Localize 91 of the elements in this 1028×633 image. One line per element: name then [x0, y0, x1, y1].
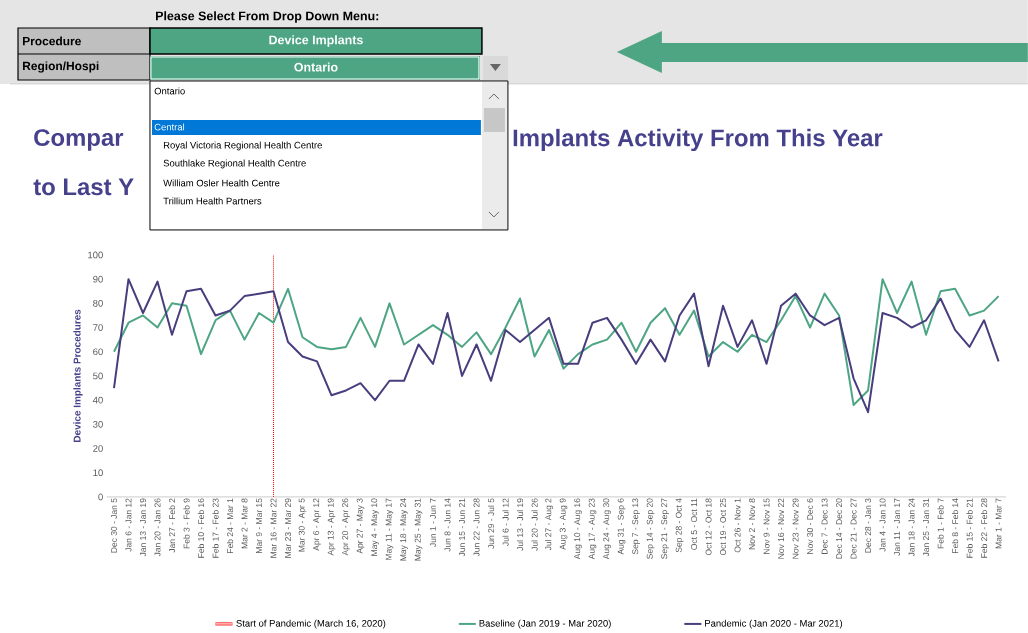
x-tick-label: Nov 2 - Nov 8: [749, 498, 756, 550]
x-tick-label: Nov 30 - Dec 6: [807, 498, 814, 554]
x-tick-label: Dec 21 - Dec 27: [850, 498, 857, 559]
x-tick-label: Jun 8 - Jun 14: [444, 498, 451, 552]
text: Device Implants: [269, 35, 363, 47]
x-tick-label: Mar 2 - Mar 8: [241, 498, 248, 549]
x-tick-label: Oct 12 - Oct 18: [705, 498, 712, 556]
x-tick-label: Dec 28 - Jan 3: [865, 498, 872, 553]
x-tick-label: Apr 6 - Apr 12: [313, 498, 321, 551]
x-tick-label: Jul 20 - Jul 26: [531, 498, 538, 551]
x-tick-label: Jan 4 - Jan 10: [879, 498, 886, 552]
x-tick-label: Sep 7 - Sep 13: [632, 498, 640, 555]
x-tick-label: Mar 30 - Apr 5: [298, 498, 307, 552]
x-tick-label: Aug 24 - Aug 30: [603, 498, 611, 560]
x-tick-label: Oct 19 - Oct 25: [720, 498, 727, 556]
x-tick-label: Aug 17 - Aug 23: [588, 498, 597, 560]
x-tick-label: Apr 20 - Apr 26: [342, 498, 350, 556]
text: Implants Activity From This Year: [513, 128, 883, 152]
y-tick-label: 60: [93, 348, 103, 356]
y-tick-label: 0: [98, 493, 103, 501]
text: William Osler Health Centre: [163, 179, 280, 187]
x-tick-label: Nov 23 - Nov 29: [792, 498, 799, 559]
x-tick-label: Jun 1 - Jun 7: [430, 498, 436, 547]
text: Compar: [34, 129, 124, 151]
text: to Last Y: [33, 178, 134, 196]
y-tick-label: 100: [88, 251, 103, 259]
y-axis-title: Device Implants Procedures: [73, 309, 83, 443]
text: Ontario: [294, 62, 338, 72]
x-tick-label: Sep 28 - Oct 4: [675, 498, 684, 553]
x-tick-label: Dec 7 - Dec 13: [821, 498, 828, 554]
x-tick-label: May 25 - May 31: [414, 498, 423, 561]
x-tick-label: Sep 21 - Sep 27: [661, 498, 669, 559]
x-tick-label: Jan 18 - Jan 24: [908, 498, 915, 557]
x-tick-label: Jan 25 - Jan 31: [923, 498, 930, 557]
x-tick-label: Feb 10 - Feb 16: [197, 498, 205, 558]
x-tick-label: Aug 31 - Sep 6: [617, 498, 626, 555]
text: Trillium Health Partners: [163, 197, 262, 205]
x-tick-label: Mar 23 - Mar 29: [285, 498, 291, 558]
text: Region/Hospi: [23, 61, 99, 73]
x-tick-label: Nov 16 - Nov 22: [778, 498, 785, 559]
text: Southlake Regional Health Centre: [163, 159, 306, 169]
x-tick-label: Feb 3 - Feb 9: [183, 498, 190, 549]
x-tick-label: Jan 13 - Jan 19: [140, 498, 146, 557]
x-tick-label: May 18 - May 24: [400, 498, 408, 561]
y-tick-label: 20: [93, 445, 103, 452]
x-tick-label: Jul 13 - Jul 19: [516, 498, 524, 551]
x-tick-label: Dec 14 - Dec 20: [836, 498, 843, 559]
text: Central: [154, 123, 185, 131]
x-tick-label: Oct 26 - Nov 1: [734, 498, 741, 553]
x-tick-label: Jun 15 - Jun 21: [459, 498, 466, 557]
y-tick-label: 30: [93, 421, 103, 428]
x-tick-label: Jun 29 - Jul 5: [487, 498, 495, 549]
y-tick-label: 10: [93, 469, 103, 477]
x-tick-label: Apr 27 - May 3: [356, 498, 365, 554]
y-tick-label: 40: [92, 396, 103, 404]
legend-label: Start of Pandemic (March 16, 2020): [236, 619, 386, 629]
x-tick-label: Feb 8 - Feb 14: [951, 498, 959, 554]
x-tick-label: Oct 5 - Oct 11: [691, 498, 698, 550]
x-tick-label: Jul 6 - Jul 12: [502, 498, 509, 547]
x-tick-label: Jan 11 - Jan 17: [894, 498, 901, 556]
y-tick-label: 80: [93, 300, 103, 307]
x-tick-label: Feb 15 - Feb 21: [966, 498, 973, 558]
x-tick-label: Mar 9 - Mar 15: [256, 498, 262, 553]
x-tick-label: Aug 10 - Aug 16: [574, 498, 582, 560]
x-tick-label: Feb 17 - Feb 23: [212, 498, 219, 558]
text: Please Select From Drop Down Menu:: [156, 11, 379, 23]
x-tick-label: Jan 20 - Jan 26: [154, 498, 161, 557]
x-tick-label: Mar 16 - Mar 22: [270, 498, 277, 558]
text: Procedure: [23, 36, 81, 46]
x-tick-label: Feb 24 - Mar 1: [226, 498, 234, 553]
legend-label: Pandemic (Jan 2020 - Mar 2021): [705, 619, 843, 629]
x-tick-label: Jun 22 - Jun 28: [473, 498, 480, 557]
x-tick-label: Mar 1 - Mar 7: [995, 498, 1002, 549]
x-tick-label: Dec 30 - Jan 5: [111, 498, 117, 553]
y-tick-label: 50: [93, 372, 103, 380]
x-tick-label: Aug 3 - Aug 9: [559, 498, 568, 550]
x-tick-label: Jan 27 - Feb 2: [168, 498, 176, 553]
text: Ontario: [154, 87, 185, 95]
x-tick-label: Jan 6 - Jan 12: [125, 498, 132, 552]
y-tick-label: 90: [93, 275, 103, 283]
legend-label: Baseline (Jan 2019 - Mar 2020): [479, 619, 611, 629]
x-tick-label: Nov 9 - Nov 15: [763, 498, 770, 554]
x-tick-label: Sep 14 - Sep 20: [646, 498, 655, 559]
x-tick-label: May 4 - May 10: [371, 498, 379, 556]
x-tick-label: Jul 27 - Aug 2: [545, 498, 553, 551]
x-tick-label: Feb 22 - Feb 28: [980, 498, 988, 558]
y-tick-label: 70: [93, 324, 103, 331]
text: Royal Victoria Regional Health Centre: [163, 141, 322, 151]
x-tick-label: May 11 - May 17: [385, 498, 394, 560]
x-tick-label: Feb 1 - Feb 7: [937, 498, 944, 549]
x-tick-label: Apr 13 - Apr 19: [327, 498, 336, 556]
